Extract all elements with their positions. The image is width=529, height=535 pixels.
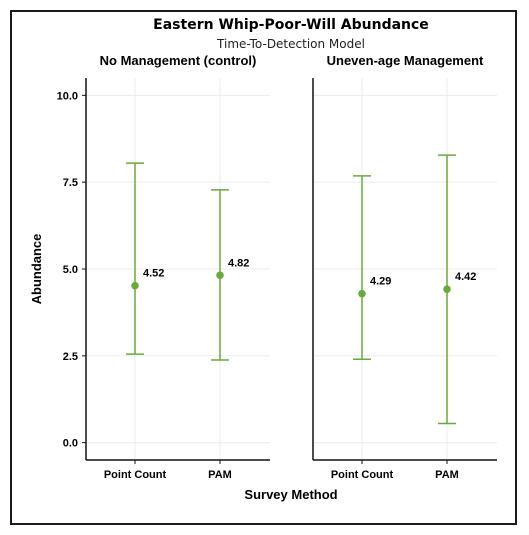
plot-layer: No Management (control) Point Count PAM 4.5…: [57, 53, 497, 481]
x-tick-label: PAM: [435, 469, 459, 481]
y-axis-title: Abundance: [29, 234, 44, 305]
point-value-label: 4.42: [455, 271, 476, 283]
y-tick-label: 0.0: [63, 438, 78, 450]
estimate-point: [216, 271, 224, 280]
facet-label: Uneven-age Management: [327, 53, 484, 68]
chart-title: Eastern Whip-Poor-Will Abundance: [153, 17, 429, 33]
x-tick-label: Point Count: [104, 469, 167, 481]
y-tick-label: 5.0: [63, 264, 78, 276]
x-tick-label: Point Count: [331, 469, 394, 481]
estimate-point: [358, 289, 366, 298]
estimate-point: [443, 285, 451, 293]
chart-subtitle: Time-To-Detection Model: [216, 37, 365, 51]
point-value-label: 4.29: [370, 276, 391, 288]
estimate-point: [131, 281, 139, 290]
facet-label: No Management (control): [100, 53, 257, 68]
y-tick-label: 7.5: [63, 177, 78, 189]
point-value-label: 4.82: [228, 257, 249, 269]
x-axis-title: Survey Method: [244, 487, 337, 502]
point-value-label: 4.52: [143, 268, 164, 280]
y-tick-label: 10.0: [57, 90, 78, 102]
x-tick-label: PAM: [208, 469, 232, 481]
y-tick-label: 2.5: [63, 351, 78, 363]
